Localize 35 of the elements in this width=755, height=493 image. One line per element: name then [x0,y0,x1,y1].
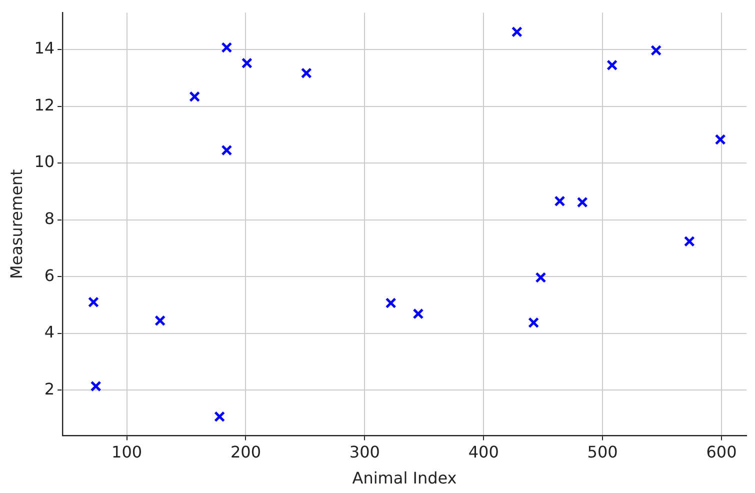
point [90,380,102,392]
x-tick-label: 100 [112,442,142,462]
y-tick-label: 8 [44,209,55,228]
point [535,272,546,283]
point [714,134,726,145]
x-tick-label: 500 [587,442,618,462]
point [385,298,396,309]
point [88,296,99,308]
y-tick-label: 2 [44,379,55,398]
point [576,196,588,208]
point [189,91,200,102]
point [528,317,540,328]
y-tick-label: 14 [34,38,55,58]
point [221,144,232,156]
x-axis-title: Animal Index [352,468,457,488]
point [412,308,424,320]
point [221,42,232,54]
point [684,236,695,247]
point [300,68,312,79]
y-tick-label: 10 [34,152,55,172]
y-tick-label: 12 [34,95,55,114]
y-tick-label: 6 [44,266,55,285]
point [241,58,252,69]
point [214,411,226,422]
x-tick-label: 300 [349,442,380,462]
x-tick-label: 400 [468,442,499,462]
point [650,44,662,56]
point [606,60,618,71]
point [554,196,566,207]
y-axis-title: Measurement [6,169,26,280]
y-tick-label: 4 [44,322,55,342]
point [154,315,166,326]
x-tick-label: 600 [706,442,737,462]
point [511,26,522,38]
x-tick-label: 200 [230,442,262,462]
